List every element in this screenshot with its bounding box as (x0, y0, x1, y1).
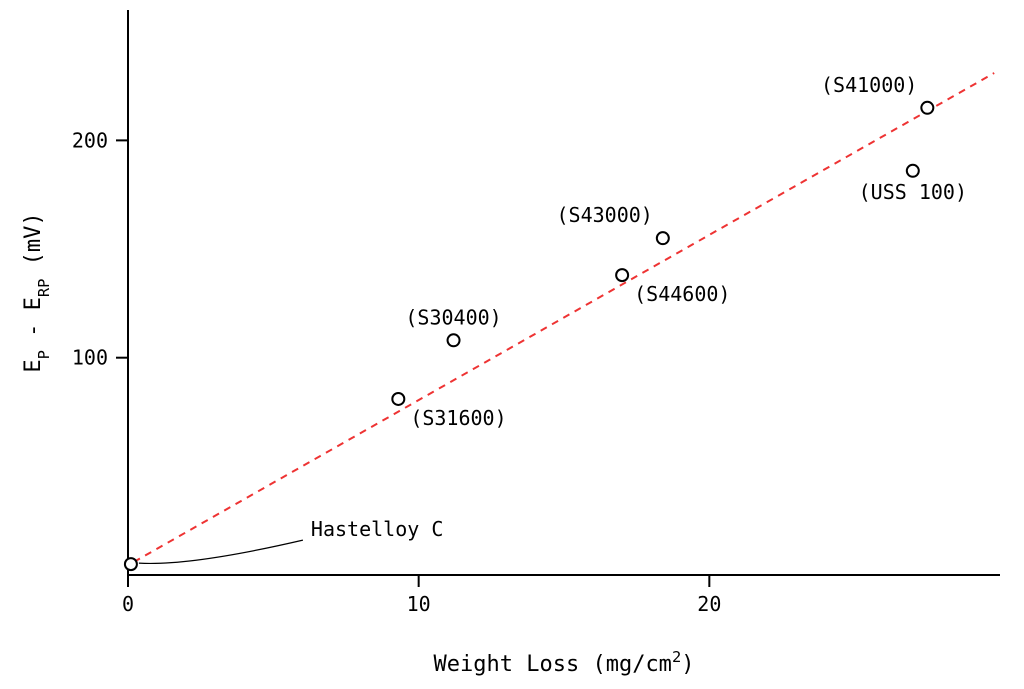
data-point (392, 393, 404, 405)
data-point (907, 165, 919, 177)
data-point (921, 102, 933, 114)
point-label: Hastelloy C (311, 517, 443, 541)
x-tick-label: 0 (122, 592, 134, 616)
y-tick-label: 200 (72, 128, 108, 152)
point-label: (S41000) (821, 73, 917, 97)
point-label: (S31600) (410, 406, 506, 430)
x-axis-title: Weight Loss (mg/cm2) (434, 648, 695, 677)
x-tick-label: 20 (697, 592, 721, 616)
point-label: (S30400) (405, 305, 501, 329)
data-point (657, 232, 669, 244)
chart-bg (0, 0, 1024, 689)
x-tick-label: 10 (407, 592, 431, 616)
y-tick-label: 100 (72, 346, 108, 370)
data-point (125, 558, 137, 570)
point-label: (S43000) (556, 203, 652, 227)
data-point (448, 334, 460, 346)
point-label: (USS 100) (859, 180, 967, 204)
scatter-chart: 01020100200Weight Loss (mg/cm2)EP - ERP … (0, 0, 1024, 689)
data-point (616, 269, 628, 281)
point-label: (S44600) (634, 282, 730, 306)
